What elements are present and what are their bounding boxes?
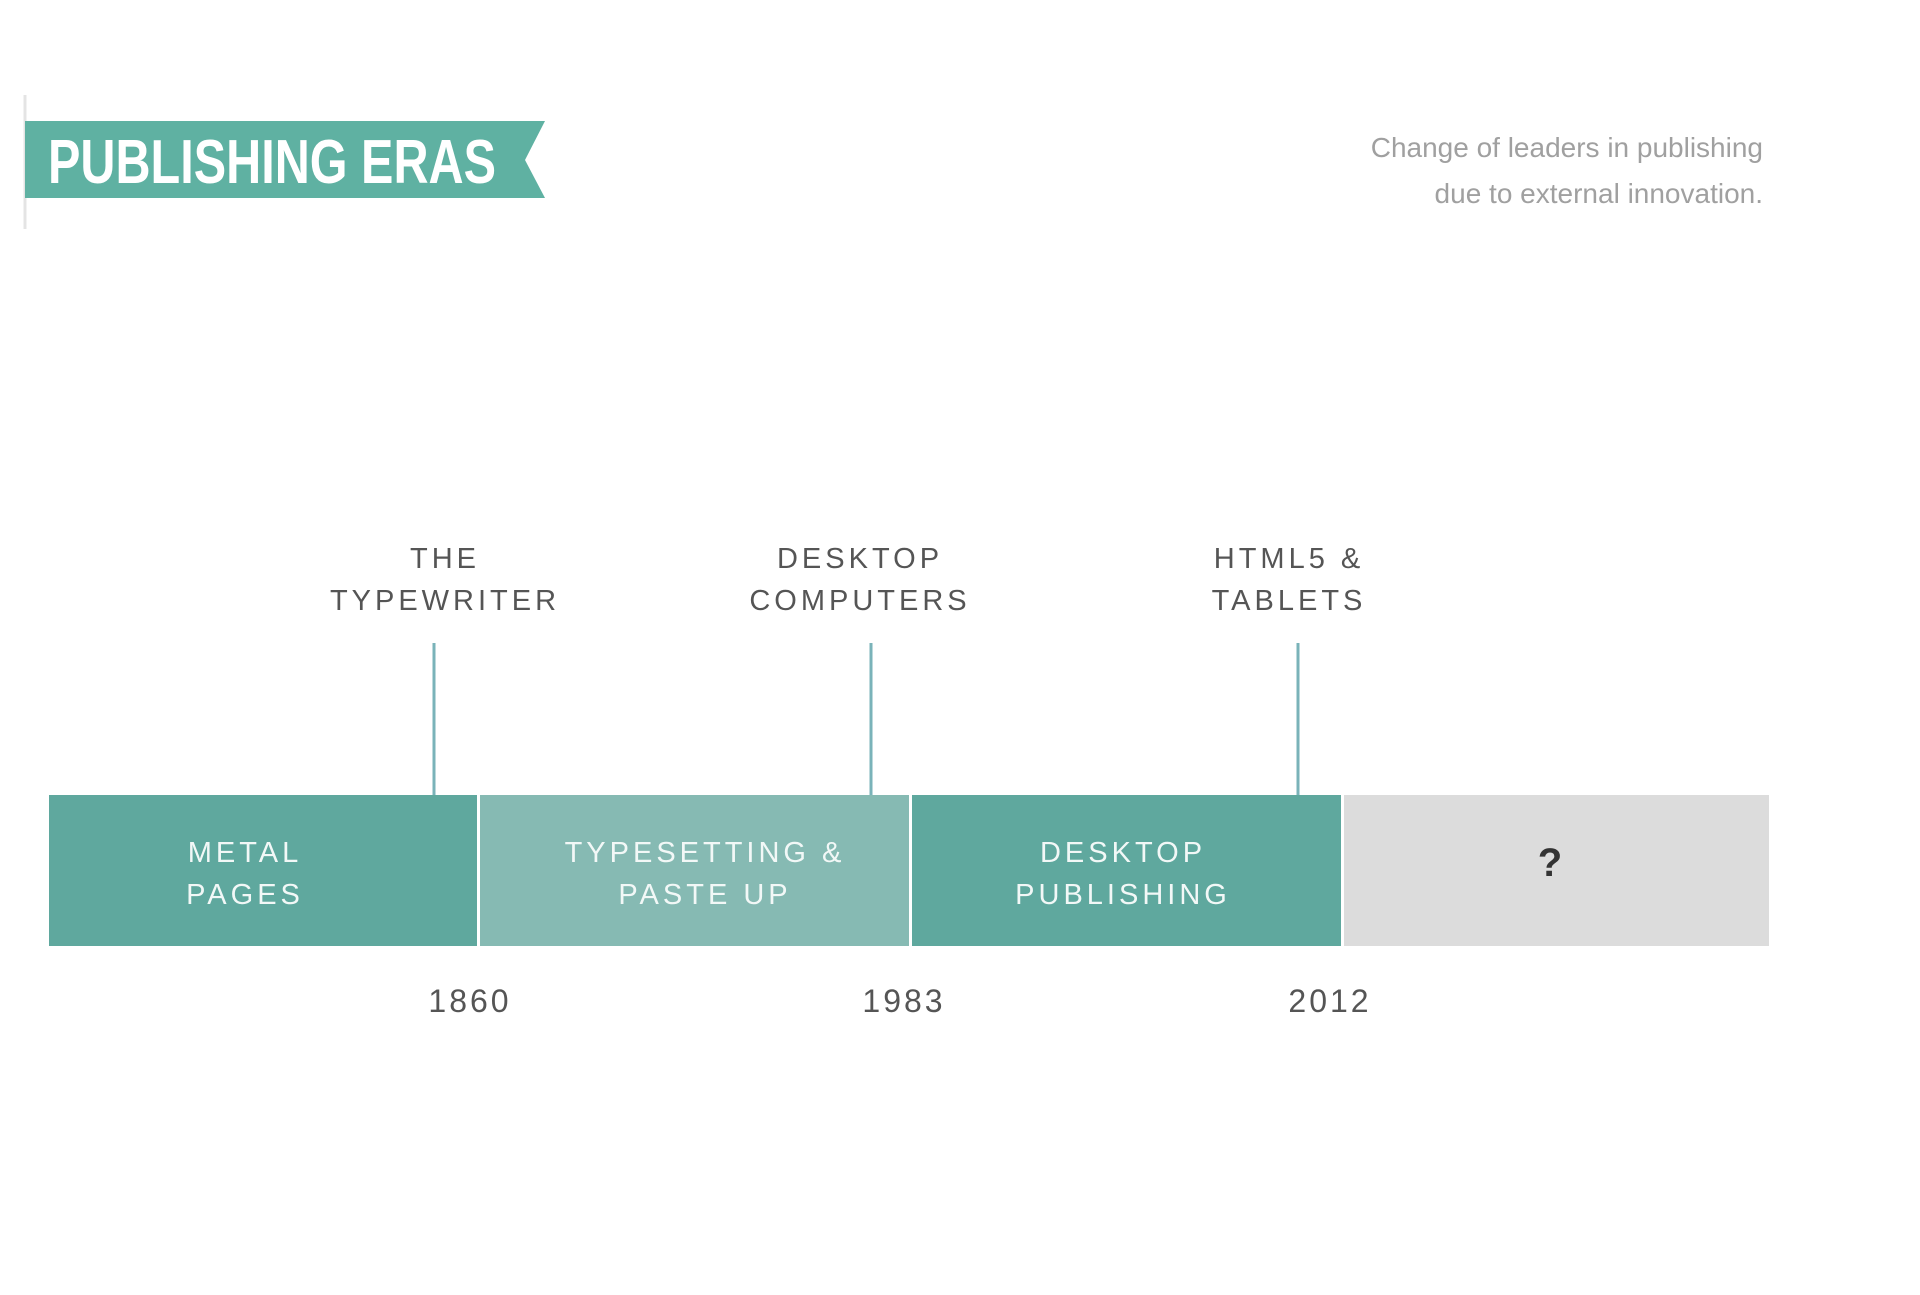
year-label: 2012 xyxy=(1288,983,1371,1019)
era-label: PASTE UP xyxy=(618,879,791,911)
era-label: TYPESETTING & xyxy=(565,837,846,869)
era-segment xyxy=(480,795,909,946)
innovations: THE TYPEWRITER DESKTOP COMPUTERS HTML5 & TABL… xyxy=(330,543,1367,795)
year-label: 1983 xyxy=(862,983,945,1019)
innovation-label: COMPUTERS xyxy=(749,585,970,617)
eras: METAL PAGES TYPESETTING & PASTE UP DESKTOP PU… xyxy=(49,795,1769,946)
year-label: 1860 xyxy=(428,983,511,1019)
era-label: DESKTOP xyxy=(1040,837,1206,869)
title: PUBLISHING ERAS xyxy=(48,128,496,197)
era-label: ? xyxy=(1538,841,1562,885)
innovation-label: TABLETS xyxy=(1212,585,1367,617)
years: 1860 1983 2012 xyxy=(428,983,1371,1019)
era-segment xyxy=(49,795,477,946)
era-label: METAL xyxy=(188,837,303,869)
innovation-label: THE xyxy=(410,543,480,575)
era-label: PAGES xyxy=(186,879,304,911)
era-segment xyxy=(912,795,1341,946)
era-label: PUBLISHING xyxy=(1015,879,1231,911)
innovation-label: DESKTOP xyxy=(777,543,943,575)
innovation-label: HTML5 & xyxy=(1214,543,1364,575)
title-banner xyxy=(25,121,545,198)
subtitle-line: due to external innovation. xyxy=(1435,178,1763,209)
era-segment xyxy=(1344,795,1769,946)
subtitle-line: Change of leaders in publishing xyxy=(1371,132,1763,163)
innovation-label: TYPEWRITER xyxy=(330,585,560,617)
